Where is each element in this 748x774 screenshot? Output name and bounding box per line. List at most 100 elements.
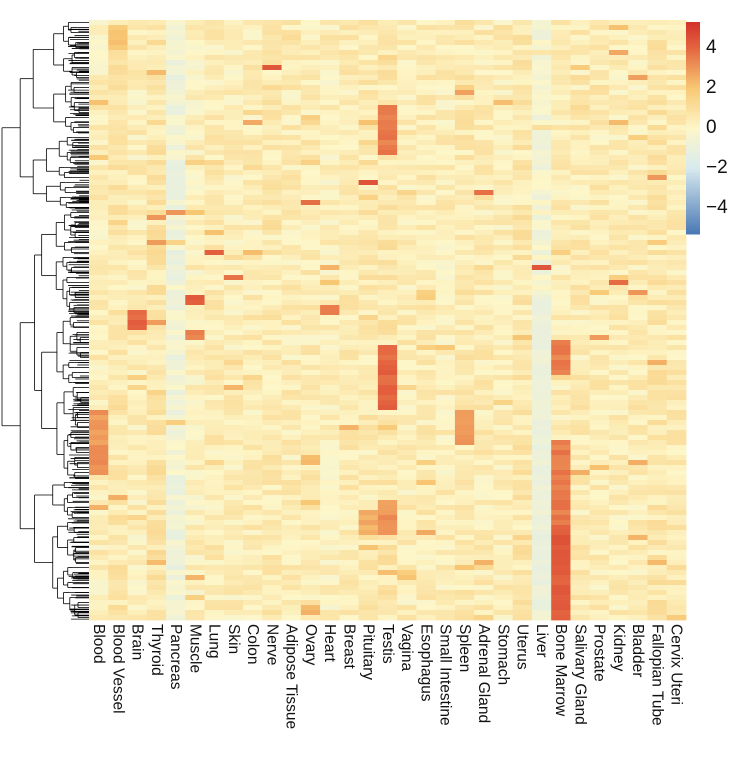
heatmap-cell	[358, 290, 379, 296]
heatmap-cell	[608, 580, 629, 586]
heatmap-cell	[281, 340, 302, 346]
heatmap-cell	[300, 410, 321, 416]
heatmap-cell	[531, 160, 552, 166]
heatmap-cell	[127, 60, 148, 66]
heatmap-cell	[474, 570, 494, 576]
heatmap-cell	[204, 80, 225, 86]
heatmap-cell	[570, 125, 591, 131]
heatmap-cell	[185, 245, 205, 251]
heatmap-cell	[647, 235, 668, 241]
heatmap-cell	[358, 440, 379, 446]
heatmap-cell	[281, 490, 302, 496]
heatmap-cell	[474, 85, 494, 91]
heatmap-cell	[454, 485, 475, 491]
heatmap-cell	[281, 185, 302, 191]
heatmap-cell	[300, 250, 321, 256]
heatmap-cell	[281, 55, 302, 61]
heatmap-cell	[608, 420, 629, 426]
heatmap-cell	[628, 105, 648, 111]
heatmap-cell	[628, 485, 648, 491]
heatmap-cell	[512, 295, 533, 301]
heatmap-cell	[474, 610, 494, 616]
heatmap-cell	[108, 350, 128, 356]
heatmap-cell	[320, 270, 340, 276]
heatmap-cell	[589, 135, 610, 141]
heatmap-cell	[243, 495, 263, 501]
heatmap-cell	[185, 225, 205, 231]
heatmap-cell	[454, 600, 475, 606]
heatmap-cell	[127, 540, 148, 546]
heatmap-cell	[262, 400, 282, 406]
heatmap-cell	[146, 100, 167, 106]
heatmap-cell	[281, 475, 302, 481]
heatmap-cell	[397, 65, 417, 71]
heatmap-cell	[127, 200, 148, 206]
heatmap-cell	[185, 320, 205, 326]
heatmap-cell	[223, 105, 244, 111]
heatmap-cell	[320, 385, 340, 391]
heatmap-cell	[377, 465, 398, 471]
heatmap-cell	[454, 260, 475, 266]
heatmap-cell	[185, 595, 205, 601]
heatmap-cell	[166, 415, 186, 421]
heatmap-cell	[454, 120, 475, 126]
heatmap-cell	[454, 315, 475, 321]
heatmap-cell	[435, 515, 456, 521]
heatmap-cell	[108, 410, 128, 416]
column-label: Colon	[244, 624, 262, 665]
heatmap-cell	[512, 80, 533, 86]
heatmap-cell	[435, 470, 456, 476]
heatmap-cell	[531, 350, 552, 356]
heatmap-cell	[358, 55, 379, 61]
heatmap-cell	[166, 500, 186, 506]
heatmap-cell	[358, 135, 379, 141]
heatmap-cell	[223, 320, 244, 326]
heatmap-cell	[570, 470, 591, 476]
heatmap-cell	[435, 210, 456, 216]
heatmap-cell	[666, 80, 687, 86]
heatmap-cell	[608, 70, 629, 76]
heatmap-cell	[647, 350, 668, 356]
heatmap-cell	[551, 375, 571, 381]
heatmap-cell	[127, 420, 148, 426]
legend-swatch	[686, 196, 700, 201]
heatmap-cell	[570, 55, 591, 61]
heatmap-cell	[281, 315, 302, 321]
heatmap-cell	[358, 215, 379, 221]
heatmap-cell	[589, 45, 610, 51]
heatmap-cell	[570, 240, 591, 246]
heatmap-cell	[512, 135, 533, 141]
heatmap-cell	[454, 390, 475, 396]
heatmap-cell	[551, 140, 571, 146]
heatmap-cell	[570, 425, 591, 431]
heatmap-cell	[185, 290, 205, 296]
heatmap-cell	[628, 545, 648, 551]
heatmap-cell	[89, 450, 109, 456]
heatmap-cell	[589, 355, 610, 361]
heatmap-cell	[377, 495, 398, 501]
heatmap-cell	[454, 330, 475, 336]
heatmap-cell	[204, 355, 225, 361]
heatmap-cell	[512, 425, 533, 431]
heatmap-cell	[300, 260, 321, 266]
heatmap-cell	[647, 610, 668, 616]
heatmap-cell	[474, 445, 494, 451]
heatmap-cell	[493, 600, 514, 606]
heatmap-cell	[493, 255, 514, 261]
heatmap-cell	[435, 160, 456, 166]
heatmap-cell	[281, 20, 302, 26]
heatmap-cell	[146, 535, 167, 541]
heatmap-cell	[185, 370, 205, 376]
heatmap-cell	[474, 585, 494, 591]
heatmap-cell	[512, 480, 533, 486]
heatmap-cell	[589, 585, 610, 591]
heatmap-cell	[570, 565, 591, 571]
heatmap-cell	[454, 50, 475, 56]
heatmap-cell	[608, 40, 629, 46]
heatmap-cell	[628, 610, 648, 616]
heatmap-cell	[435, 170, 456, 176]
heatmap-cell	[339, 415, 360, 421]
heatmap-cell	[551, 355, 571, 361]
heatmap-cell	[262, 505, 282, 511]
heatmap-cell	[281, 590, 302, 596]
